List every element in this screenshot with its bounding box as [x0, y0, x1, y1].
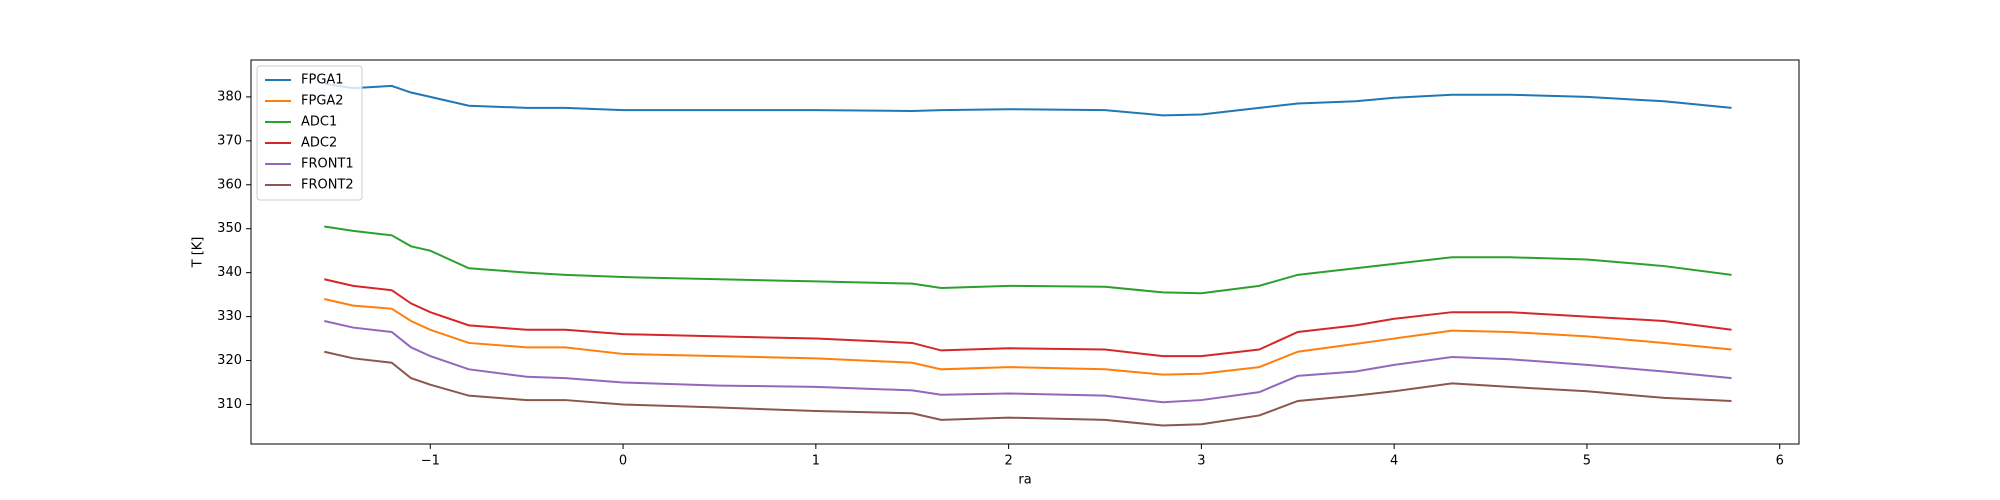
series-line	[324, 278, 1732, 358]
series-line	[324, 225, 1732, 295]
legend-box	[256, 65, 363, 201]
x-tick-label: 5	[1583, 454, 1591, 469]
legend-label: FRONT1	[301, 157, 354, 172]
series-line	[324, 82, 1732, 117]
legend-label: ADC1	[301, 115, 337, 130]
y-tick-label: 330	[217, 309, 242, 324]
y-tick-label: 370	[217, 133, 242, 148]
x-tick-label: 6	[1776, 454, 1784, 469]
x-tick-label: 0	[619, 454, 627, 469]
y-tick-label: 380	[217, 89, 242, 104]
series-line	[324, 298, 1732, 376]
legend-label: FPGA2	[301, 94, 344, 109]
x-axis-label: ra	[1018, 473, 1031, 488]
x-tick-label: 3	[1197, 454, 1205, 469]
y-tick-label: 340	[217, 265, 242, 280]
series-line	[324, 320, 1732, 404]
x-tick-label: 4	[1390, 454, 1398, 469]
legend-label: FRONT2	[301, 178, 354, 193]
y-tick-label: 310	[217, 397, 242, 412]
series-line	[324, 350, 1732, 427]
legend-label: FPGA1	[301, 73, 344, 88]
x-tick-label: −1	[421, 454, 440, 469]
plot-frame	[250, 59, 1800, 445]
y-axis-label: T [K]	[191, 237, 206, 269]
x-tick-label: 1	[812, 454, 820, 469]
x-tick-label: 2	[1004, 454, 1012, 469]
y-tick-label: 360	[217, 177, 242, 192]
y-tick-label: 350	[217, 221, 242, 236]
legend-label: ADC2	[301, 136, 337, 151]
y-tick-label: 320	[217, 353, 242, 368]
